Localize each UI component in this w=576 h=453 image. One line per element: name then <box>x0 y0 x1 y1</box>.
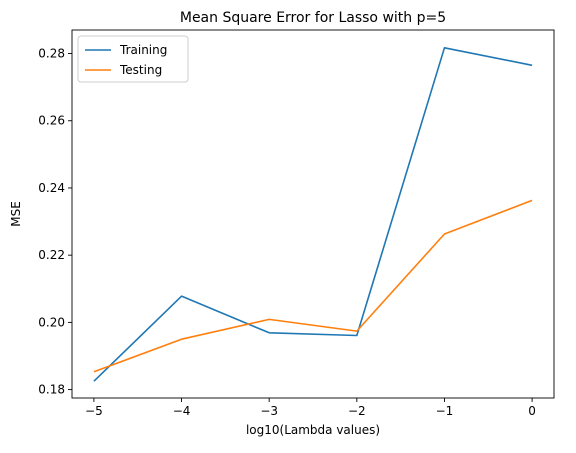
y-tick-label: 0.22 <box>38 248 65 262</box>
x-axis-label: log10(Lambda values) <box>246 423 380 437</box>
series-line-training <box>93 47 533 382</box>
legend: Training Testing <box>77 35 189 83</box>
x-tick-label: −4 <box>173 404 191 418</box>
series-line-testing <box>93 199 533 373</box>
y-tick-label: 0.18 <box>38 383 65 397</box>
legend-label-training: Training <box>119 43 167 57</box>
axes-frame <box>71 29 555 399</box>
y-axis-label: MSE <box>9 201 23 227</box>
y-tick-label: 0.24 <box>38 181 65 195</box>
plot-area: −5 −4 −3 −2 −1 0 0.18 0.20 0.22 0.24 0.26 0.28 <box>38 29 555 418</box>
y-tick-label: 0.26 <box>38 114 65 128</box>
x-tick-label: −2 <box>348 404 366 418</box>
x-tick-label: 0 <box>528 404 536 418</box>
y-tick-label: 0.28 <box>38 47 65 61</box>
chart-title: Mean Square Error for Lasso with p=5 <box>180 10 446 26</box>
y-tick-label: 0.20 <box>38 315 65 329</box>
legend-label-testing: Testing <box>119 63 162 77</box>
x-tick-label: −1 <box>436 404 454 418</box>
x-tick-label: −3 <box>260 404 278 418</box>
x-tick-label: −5 <box>85 404 103 418</box>
